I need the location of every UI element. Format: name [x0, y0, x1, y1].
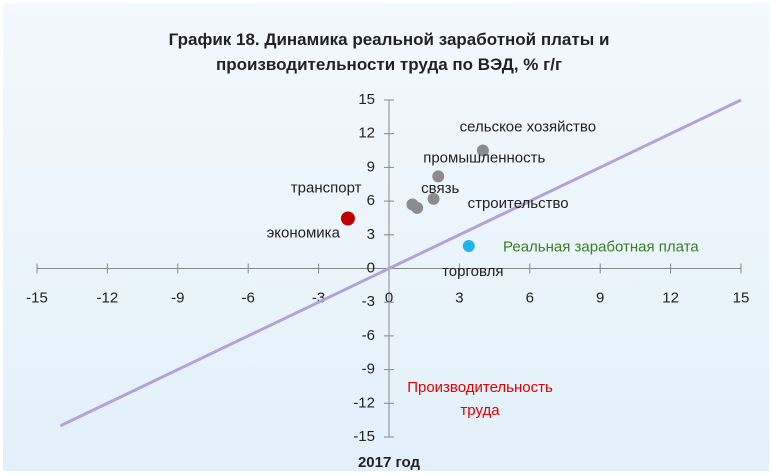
x-axis-title: Реальная заработная плата [503, 238, 699, 255]
x-tick-label: -6 [242, 289, 255, 306]
y-tick-label: -12 [353, 394, 375, 411]
point [427, 192, 440, 205]
point [432, 170, 445, 183]
y-tick-label: 15 [358, 91, 375, 108]
y-tick-label: 6 [367, 192, 375, 209]
y-tick-label: 12 [358, 125, 375, 142]
y-tick-label: 9 [367, 158, 375, 175]
x-tick-label: 15 [733, 289, 750, 306]
x-tick-label: 3 [455, 289, 463, 306]
point-label: экономика [267, 224, 341, 241]
point-label: строительство [468, 195, 569, 212]
x-tick-label: 0 [385, 289, 393, 306]
diagonal-line [59, 98, 742, 428]
y-tick-label: -9 [362, 361, 375, 378]
x-tick-label: 9 [596, 289, 604, 306]
x-tick-label: -12 [97, 289, 119, 306]
x-tick-label: -9 [171, 289, 184, 306]
y-axis-title: Производительность труда [407, 379, 553, 419]
point [462, 240, 475, 253]
y-tick-label: -15 [353, 428, 375, 445]
footer: 2017 год [357, 454, 421, 471]
x-tick-label: -15 [26, 289, 48, 306]
point-label: связь [421, 180, 459, 197]
y-tick-label: -6 [362, 327, 375, 344]
y-tick-label: 3 [367, 226, 375, 243]
point [411, 201, 424, 214]
y-tick-label: 0 [367, 259, 375, 276]
point-label: сельское хозяйство [460, 119, 596, 136]
chart: -15 -12 -9 -6 -3 0 3 6 9 12 15-15-12-9-6-303691215… [26, 91, 750, 445]
x-tick-label: 6 [526, 289, 534, 306]
point [476, 144, 489, 157]
chart-title: График 18. Динамика реальной заработной … [168, 30, 610, 74]
point-label: транспорт [291, 179, 362, 196]
point-label: торговля [442, 263, 503, 280]
x-tick-label: 12 [662, 289, 679, 306]
point-label: промышленность [423, 149, 545, 166]
y-tick-label: -3 [362, 293, 375, 310]
point [340, 211, 355, 226]
